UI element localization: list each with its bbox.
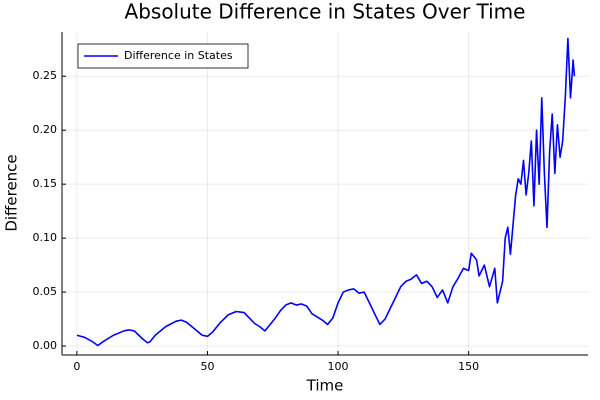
- x-tick-label: 100: [328, 360, 349, 373]
- y-tick-label: 0.25: [33, 69, 58, 82]
- x-tick-label: 0: [73, 360, 80, 373]
- y-tick-label: 0.15: [33, 177, 58, 190]
- data-line: [76, 37, 576, 347]
- x-tick-label: 50: [200, 360, 214, 373]
- y-tick-label: 0.20: [33, 123, 58, 136]
- legend-label: Difference in States: [124, 49, 233, 62]
- y-tick-label: 0.10: [33, 231, 58, 244]
- x-tick-label: 150: [458, 360, 479, 373]
- y-tick-label: 0.05: [33, 285, 58, 298]
- y-tick-label: 0.00: [33, 339, 58, 352]
- y-axis-label: Difference: [3, 154, 21, 231]
- chart-title: Absolute Difference in States Over Time: [125, 0, 526, 24]
- x-axis-label: Time: [306, 377, 344, 395]
